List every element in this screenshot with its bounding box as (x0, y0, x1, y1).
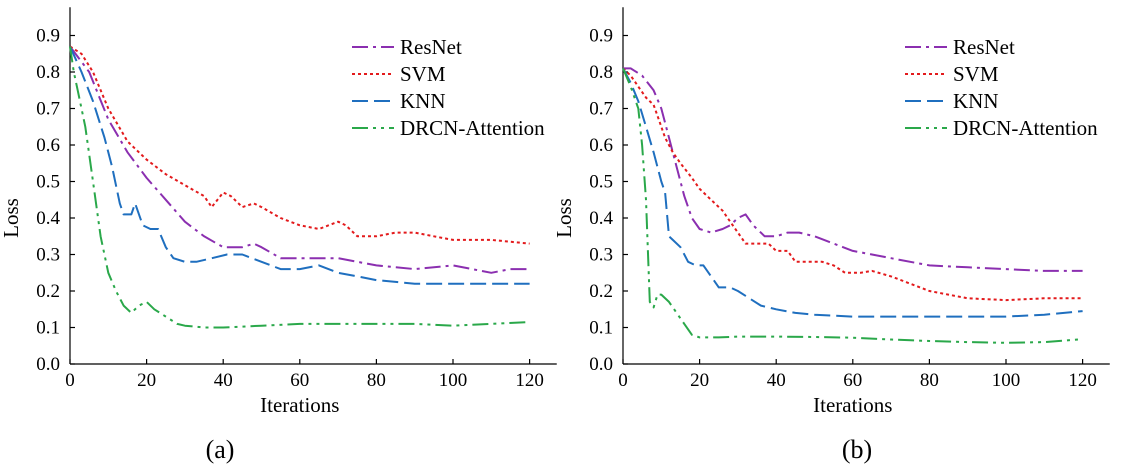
y-tick-label: 0.1 (36, 318, 60, 339)
series-line-knn (622, 67, 1083, 318)
y-tick-label: 0.8 (589, 62, 613, 83)
y-tick-label: 0.5 (36, 172, 60, 193)
x-tick-label: 40 (767, 370, 786, 391)
series-line-drcn-attention (69, 46, 530, 329)
legend-label: DRCN-Attention (953, 116, 1098, 140)
y-tick-label: 0.2 (589, 281, 613, 302)
chart-panel-b: 0 20 40 60 80 100 120 0.0 0.1 0.2 0.3 0.4 0.5 0.6 0.7 0… (552, 7, 1110, 464)
y-tick-label: 0.0 (589, 354, 613, 375)
legend-label: SVM (953, 62, 999, 86)
series-line-svm (622, 67, 1083, 302)
x-tick-label: 60 (290, 370, 309, 391)
y-tick-label: 0.7 (36, 99, 60, 120)
legend-label: ResNet (953, 35, 1015, 59)
legend-label: SVM (400, 62, 446, 86)
x-tick-label: 20 (690, 370, 709, 391)
y-tick-label: 0.6 (589, 135, 613, 156)
y-tick-label: 0.8 (36, 62, 60, 83)
panel-caption: (b) (842, 435, 872, 464)
y-tick-label: 0.2 (36, 281, 60, 302)
x-axis-label: Iterations (260, 393, 339, 417)
y-tick-label: 0.3 (36, 245, 60, 266)
x-tick-label: 120 (515, 370, 544, 391)
chart-panel-a: 0 20 40 60 80 100 120 0.0 0.1 0.2 0.3 0.4 0.5 0.6 0.7 0… (0, 7, 557, 464)
legend-label: KNN (400, 89, 446, 113)
y-tick-label: 0.1 (589, 318, 613, 339)
y-tick-label: 0.0 (36, 354, 60, 375)
legend-label: DRCN-Attention (400, 116, 545, 140)
y-tick-label: 0.6 (36, 135, 60, 156)
series-line-drcn-attention (622, 68, 1083, 344)
y-axis-label: Loss (552, 198, 576, 238)
y-axis-label: Loss (0, 198, 23, 238)
series-line-resnet (623, 67, 1083, 272)
x-tick-label: 0 (65, 370, 75, 391)
series-line-resnet (69, 45, 530, 274)
legend-label: ResNet (400, 35, 462, 59)
x-tick-label: 80 (367, 370, 386, 391)
x-tick-label: 40 (214, 370, 233, 391)
y-tick-label: 0.7 (589, 99, 613, 120)
y-tick-label: 0.4 (589, 208, 613, 229)
x-tick-label: 20 (137, 370, 156, 391)
x-tick-label: 80 (920, 370, 939, 391)
x-tick-label: 60 (843, 370, 862, 391)
x-tick-label: 120 (1068, 370, 1097, 391)
y-tick-label: 0.4 (36, 208, 60, 229)
x-tick-label: 100 (439, 370, 468, 391)
y-tick-label: 0.9 (36, 26, 60, 47)
legend-label: KNN (953, 89, 999, 113)
y-tick-label: 0.3 (589, 245, 613, 266)
y-tick-label: 0.9 (589, 26, 613, 47)
series-line-svm (69, 45, 530, 245)
x-tick-label: 100 (992, 370, 1021, 391)
panel-caption: (a) (206, 435, 235, 464)
x-axis-label: Iterations (813, 393, 892, 417)
y-tick-label: 0.5 (589, 172, 613, 193)
series-line-knn (69, 46, 530, 285)
x-tick-label: 0 (618, 370, 628, 391)
